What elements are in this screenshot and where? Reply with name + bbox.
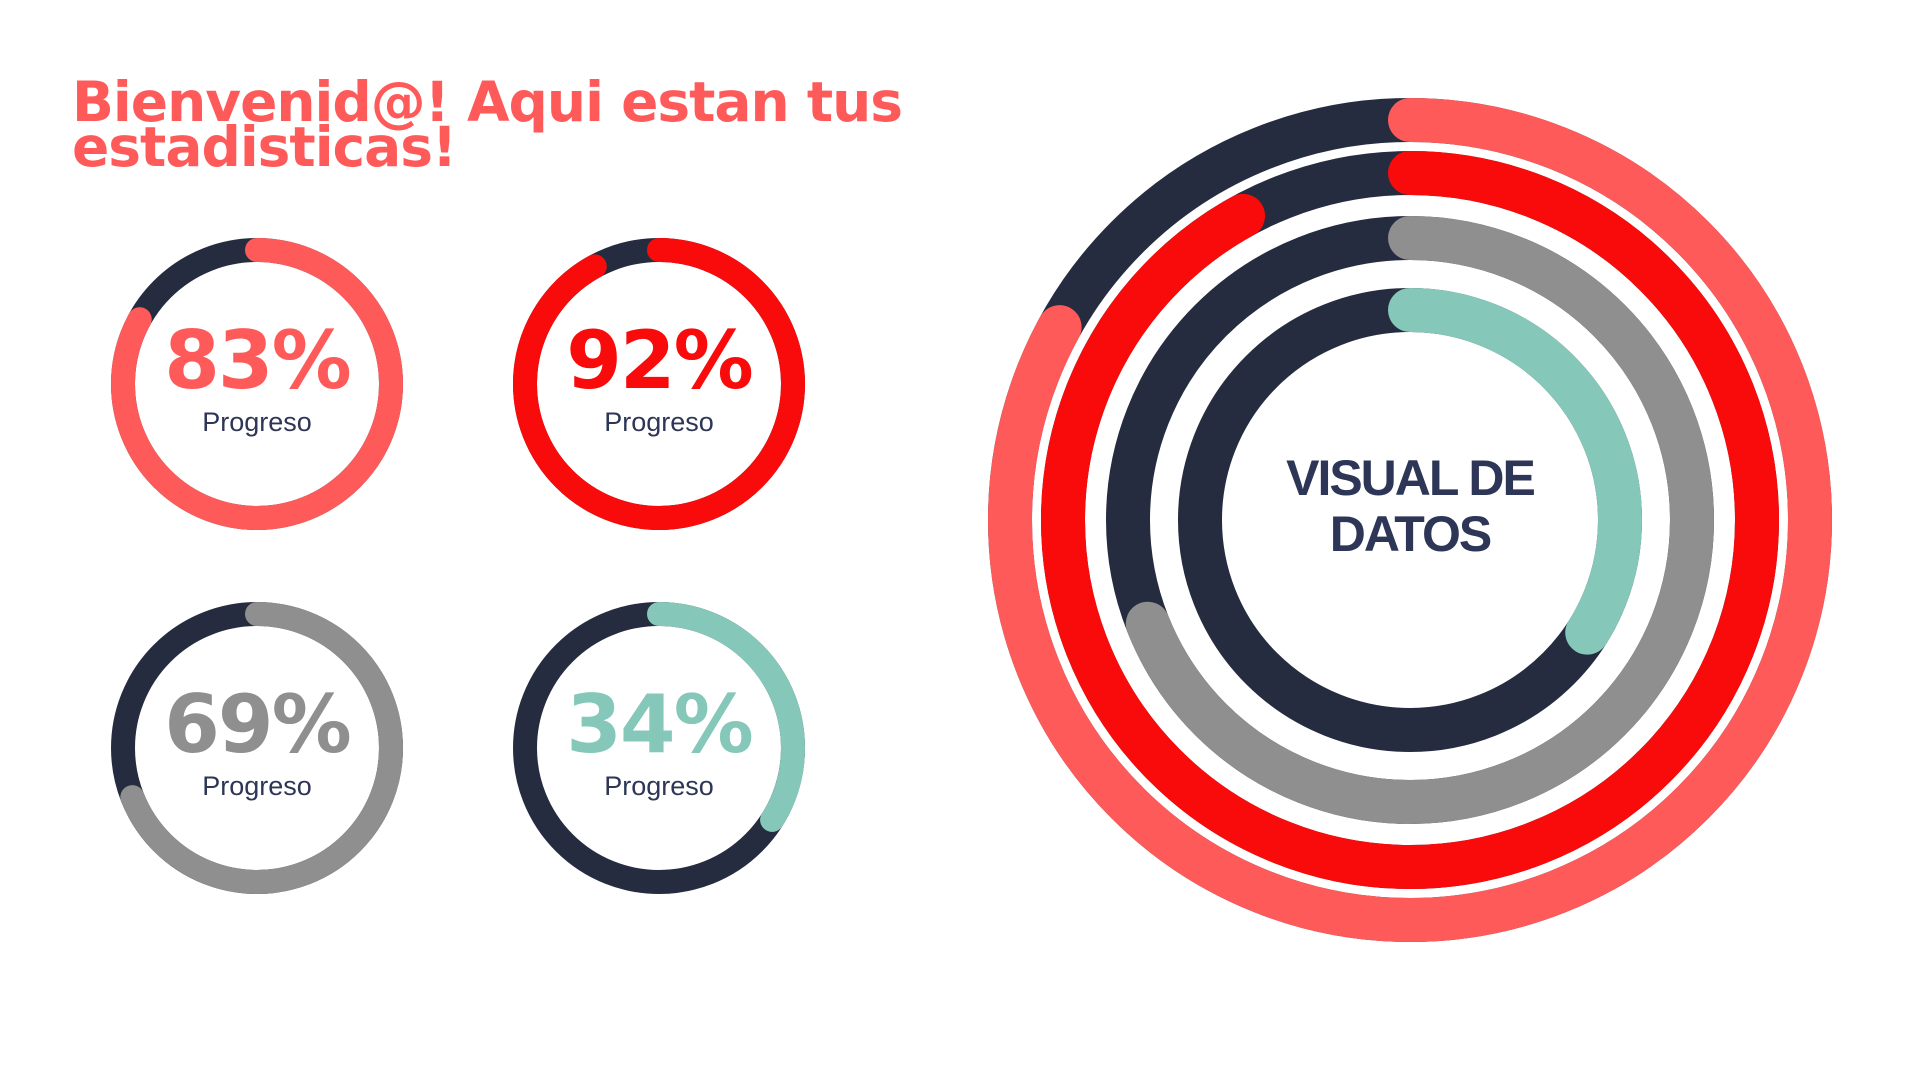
gauge-value: 69% (164, 678, 351, 771)
gauge-caption: Progreso (604, 407, 714, 437)
chart-title-line-2: DATOS (1329, 506, 1492, 562)
gauge-1-value-arc (111, 238, 403, 530)
gauge-caption: Progreso (202, 771, 312, 801)
gauge-value: 92% (566, 314, 753, 407)
gauge-value: 34% (566, 678, 753, 771)
radial-ring-4-value-arc (1178, 288, 1642, 752)
progress-gauge-2: 92% Progreso (509, 234, 809, 534)
gauge-4-value-arc (513, 602, 805, 894)
gauge-3-value-arc (111, 602, 403, 894)
progress-ring-3 (111, 602, 403, 894)
gauge-value: 83% (164, 314, 351, 407)
progress-gauge-4: 34% Progreso (509, 598, 809, 898)
radial-bar-chart: VISUAL DE DATOS (980, 90, 1840, 950)
gauge-caption: Progreso (202, 407, 312, 437)
gauge-caption: Progreso (604, 771, 714, 801)
page-title: Bienvenid@! Aqui estan tus estadisticas! (72, 70, 903, 179)
chart-title-line-1: VISUAL DE (1286, 450, 1536, 506)
gauge-2-value-arc (513, 238, 805, 530)
radial-ring-3-value-arc (1106, 216, 1714, 824)
progress-ring-2 (513, 238, 805, 530)
progress-gauge-3: 69% Progreso (107, 598, 407, 898)
progress-gauge-1: 83% Progreso (107, 234, 407, 534)
progress-ring-1 (111, 238, 403, 530)
progress-ring-4 (513, 602, 805, 894)
radial-ring-1-value-arc (988, 98, 1832, 942)
chart-center-title: VISUAL DE DATOS (1210, 450, 1610, 562)
radial-ring-2-value-arc (1041, 151, 1779, 889)
radial-bar-svg (988, 98, 1832, 942)
